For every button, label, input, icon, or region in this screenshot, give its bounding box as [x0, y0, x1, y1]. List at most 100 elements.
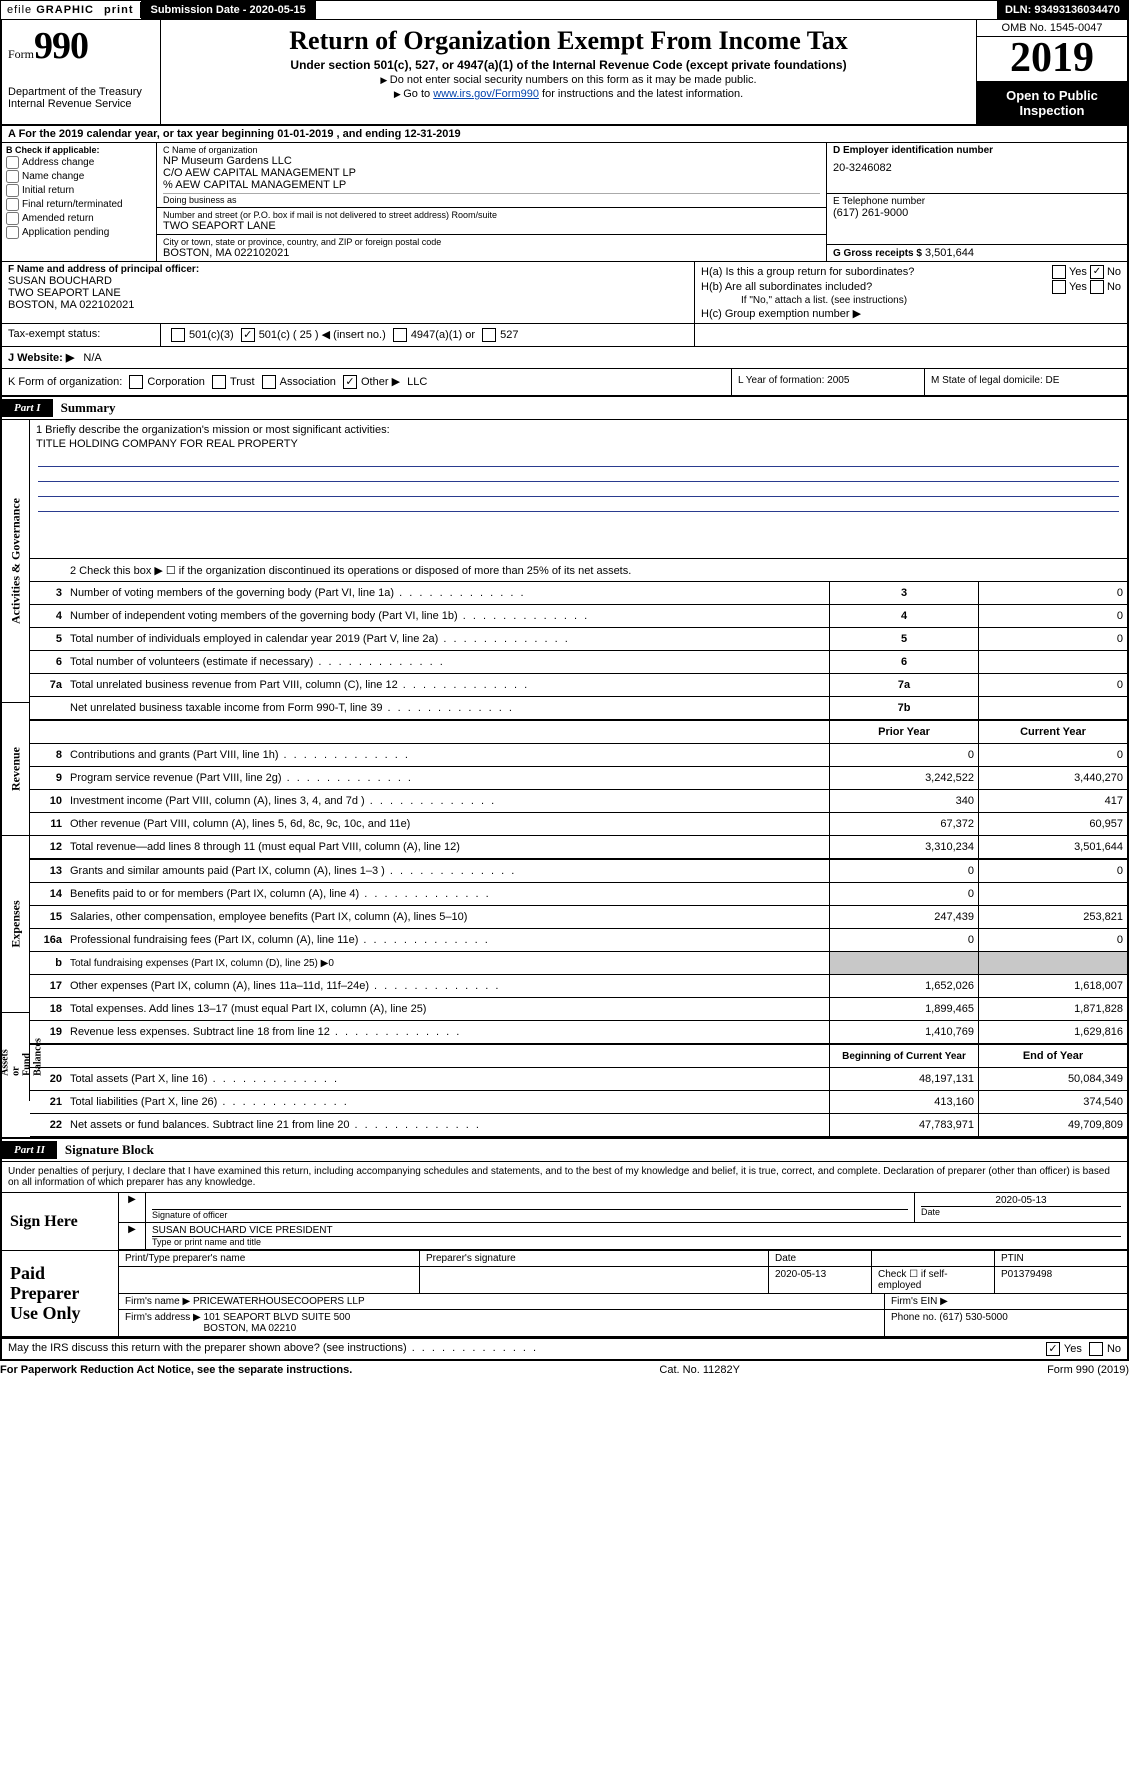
e-lbl: E Telephone number [833, 196, 1121, 207]
chk-amended[interactable]: Amended return [6, 212, 152, 225]
c-city-lbl: City or town, state or province, country… [163, 237, 820, 247]
table-row: 9Program service revenue (Part VIII, lin… [30, 767, 1127, 790]
chk-other[interactable]: ✓ [343, 375, 357, 389]
chk-corp[interactable] [129, 375, 143, 389]
table-row: 13Grants and similar amounts paid (Part … [30, 859, 1127, 883]
sign-here-label: Sign Here [2, 1193, 119, 1250]
hdr-left: Form990 Department of the Treasury Inter… [2, 20, 161, 124]
table-row: 4Number of independent voting members of… [30, 605, 1127, 628]
hb-no[interactable] [1090, 280, 1104, 294]
hc-lbl: H(c) Group exemption number ▶ [701, 307, 861, 320]
form990-link[interactable]: www.irs.gov/Form990 [433, 88, 539, 100]
c-dba-lbl: Doing business as [163, 193, 820, 205]
name-line: ▶ SUSAN BOUCHARD VICE PRESIDENT Type or … [119, 1223, 1127, 1250]
col-b-checkboxes: B Check if applicable: Address change Na… [2, 143, 157, 261]
col-c-org: C Name of organization NP Museum Gardens… [157, 143, 827, 261]
footer-line: For Paperwork Reduction Act Notice, see … [0, 1361, 1129, 1379]
hdr-right: OMB No. 1545-0047 2019 Open to Public In… [976, 20, 1127, 124]
b-label: B Check if applicable: [6, 145, 152, 155]
row-a-taxyear: A For the 2019 calendar year, or tax yea… [0, 126, 1129, 143]
ha-no[interactable]: ✓ [1090, 265, 1104, 279]
arrow-icon: ▶ [119, 1223, 146, 1249]
chk-501c[interactable]: ✓ [241, 328, 255, 342]
c-addr-val: TWO SEAPORT LANE [163, 220, 820, 232]
c-name-val: NP Museum Gardens LLC C/O AEW CAPITAL MA… [163, 155, 820, 191]
irsq-yn: ✓Yes No [1042, 1342, 1121, 1356]
k-form-org: K Form of organization: Corporation Trus… [2, 369, 732, 395]
table-row: 19Revenue less expenses. Subtract line 1… [30, 1021, 1127, 1045]
f-addr1: TWO SEAPORT LANE [8, 287, 688, 299]
vlabel-exp: Expenses [2, 835, 30, 1012]
chk-initial[interactable]: Initial return [6, 184, 152, 197]
chk-pending[interactable]: Application pending [6, 226, 152, 239]
chk-name[interactable]: Name change [6, 170, 152, 183]
col-h: H(a) Is this a group return for subordin… [695, 262, 1127, 323]
irsq-yes[interactable]: ✓ [1046, 1342, 1060, 1356]
efile-tag: efile GRAPHIC print [1, 2, 141, 18]
ha-lbl: H(a) Is this a group return for subordin… [701, 266, 1049, 278]
g-gross-cell: G Gross receipts $ 3,501,644 [827, 245, 1127, 261]
ha-yes[interactable] [1052, 265, 1066, 279]
chk-4947[interactable] [393, 328, 407, 342]
chk-assoc[interactable] [262, 375, 276, 389]
q1-lbl: 1 Briefly describe the organization's mi… [36, 424, 1121, 436]
j-val: N/A [83, 352, 101, 364]
hdr-line2: Go to www.irs.gov/Form990 for instructio… [167, 88, 970, 100]
hb-note: If "No," attach a list. (see instruction… [741, 295, 1121, 306]
line2-pre: Go to [403, 88, 433, 100]
chk-501c3[interactable] [171, 328, 185, 342]
rule [38, 497, 1119, 512]
form-ref: Form 990 (2019) [1047, 1364, 1129, 1376]
part1-title: Summary [53, 397, 124, 419]
rule [38, 452, 1119, 467]
g-lbl: G Gross receipts $ [833, 248, 922, 259]
table-row: 11Other revenue (Part VIII, column (A), … [30, 813, 1127, 836]
efile-word: efile [7, 4, 32, 16]
table-row: Net unrelated business taxable income fr… [30, 697, 1127, 721]
row-f-h: F Name and address of principal officer:… [0, 262, 1129, 324]
hb-lbl: H(b) Are all subordinates included? [701, 281, 1049, 293]
table-row: 18Total expenses. Add lines 13–17 (must … [30, 998, 1127, 1021]
form-word: Form [8, 47, 34, 61]
efile-graphic[interactable]: GRAPHIC [36, 4, 94, 16]
table-row: 22Net assets or fund balances. Subtract … [30, 1114, 1127, 1137]
d-lbl: D Employer identification number [833, 145, 1121, 156]
l-val: 2005 [827, 375, 849, 386]
open-to-public: Open to Public Inspection [977, 82, 1127, 124]
chk-final[interactable]: Final return/terminated [6, 198, 152, 211]
table-row: 7aTotal unrelated business revenue from … [30, 674, 1127, 697]
chk-trust[interactable] [212, 375, 226, 389]
table-row: 6Total number of volunteers (estimate if… [30, 651, 1127, 674]
chk-address[interactable]: Address change [6, 156, 152, 169]
dln-number: DLN: 93493136034470 [997, 1, 1128, 19]
e-phone-cell: E Telephone number (617) 261-9000 [827, 194, 1127, 245]
table-row: bTotal fundraising expenses (Part IX, co… [30, 952, 1127, 975]
q1-val: TITLE HOLDING COMPANY FOR REAL PROPERTY [36, 438, 1121, 450]
l-year: L Year of formation: 2005 [732, 369, 925, 395]
hb-yes[interactable] [1052, 280, 1066, 294]
irsq-no[interactable] [1089, 1342, 1103, 1356]
k-other: LLC [407, 376, 427, 388]
table-row: 5Total number of individuals employed in… [30, 628, 1127, 651]
sig-date: 2020-05-13 Date [915, 1193, 1127, 1222]
rule [38, 482, 1119, 497]
c-name-cell: C Name of organization NP Museum Gardens… [157, 143, 826, 208]
sig-of-officer: Signature of officer [146, 1193, 915, 1222]
c-name-lbl: C Name of organization [163, 145, 820, 155]
efile-print[interactable]: print [104, 4, 133, 16]
i-lbl: Tax-exempt status: [2, 324, 161, 346]
table-row: 21Total liabilities (Part X, line 26)413… [30, 1091, 1127, 1114]
paid-r1: 2020-05-13 Check ☐ if self-employed P013… [119, 1267, 1127, 1294]
table-row: 20Total assets (Part X, line 16)48,197,1… [30, 1068, 1127, 1091]
h-c: H(c) Group exemption number ▶ [701, 307, 1121, 320]
col-headers-net: Beginning of Current YearEnd of Year [30, 1044, 1127, 1068]
k-lbl: K Form of organization: [8, 376, 122, 388]
d-ein-cell: D Employer identification number 20-3246… [827, 143, 1127, 194]
form-title: Return of Organization Exempt From Incom… [167, 26, 970, 56]
form-subtitle: Under section 501(c), 527, or 4947(a)(1)… [167, 58, 970, 72]
m-val: DE [1046, 375, 1060, 386]
f-lbl: F Name and address of principal officer: [8, 264, 688, 275]
c-city-val: BOSTON, MA 022102021 [163, 247, 820, 259]
part1-header: Part I Summary [0, 397, 1129, 420]
chk-527[interactable] [482, 328, 496, 342]
